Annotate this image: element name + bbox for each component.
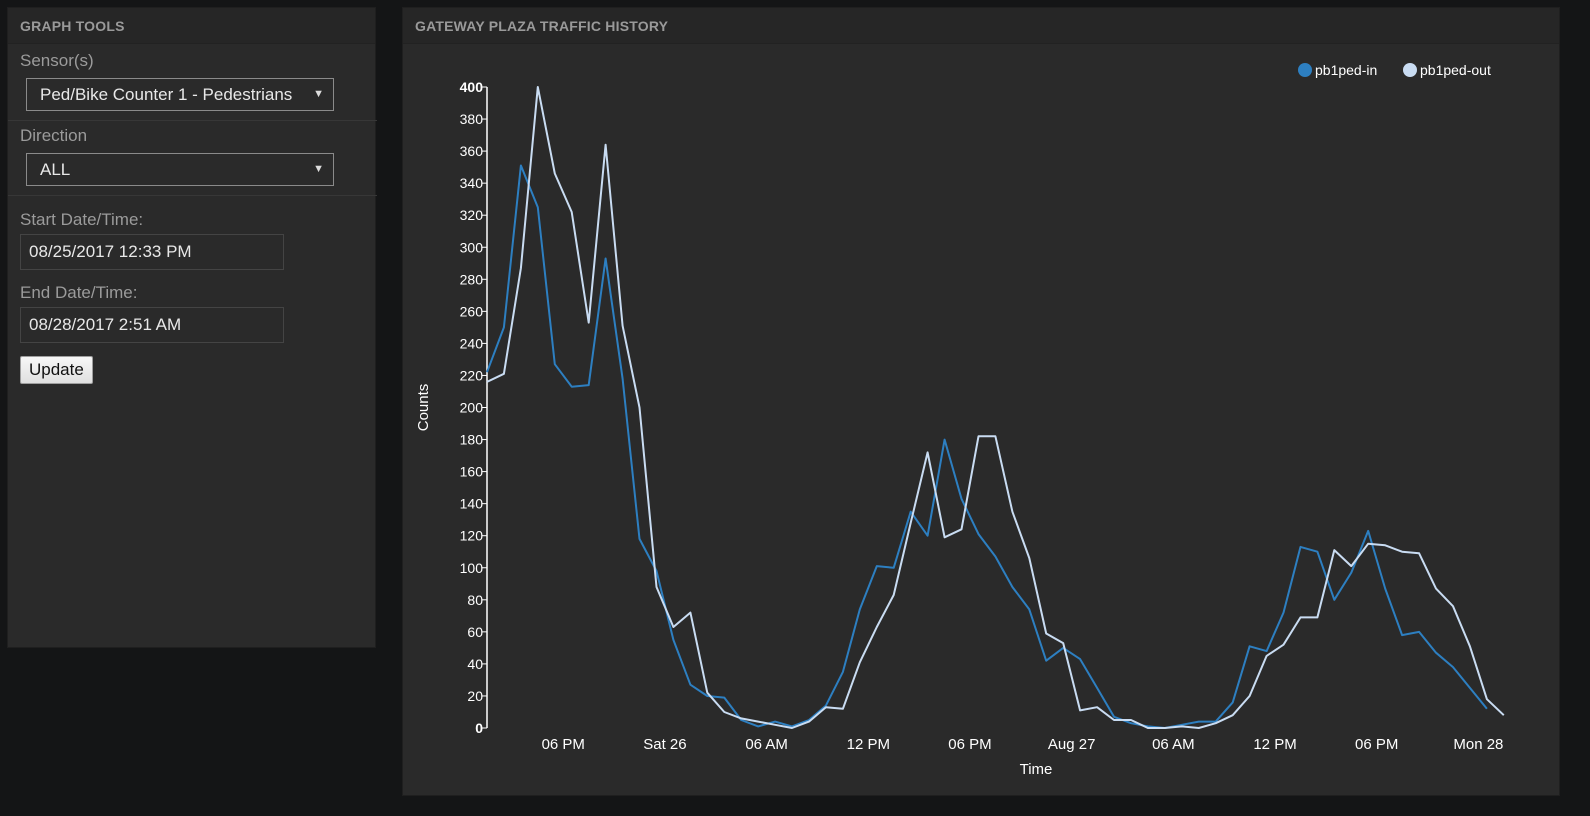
direction-select[interactable]: ALL ▼ bbox=[26, 153, 334, 186]
x-tick-label: 06 AM bbox=[1152, 736, 1195, 753]
x-tick-label: 12 PM bbox=[1253, 736, 1296, 753]
x-tick-label: 12 PM bbox=[847, 736, 890, 753]
update-button[interactable]: Update bbox=[20, 356, 93, 384]
x-tick-label: 06 PM bbox=[1355, 736, 1398, 753]
x-tick-label: 06 PM bbox=[948, 736, 991, 753]
sensor-select-value: Ped/Bike Counter 1 - Pedestrians bbox=[40, 85, 293, 104]
end-date-input[interactable]: 08/28/2017 2:51 AM bbox=[20, 307, 284, 343]
series-line-pb1ped-out bbox=[486, 86, 1505, 729]
y-tick-label: 260 bbox=[460, 303, 484, 319]
y-tick-label: 100 bbox=[460, 560, 484, 576]
traffic-history-panel: GATEWAY PLAZA TRAFFIC HISTORY 0 20 40 60 80 1… bbox=[402, 7, 1560, 796]
start-date-input[interactable]: 08/25/2017 12:33 PM bbox=[20, 234, 284, 270]
direction-select-value: ALL bbox=[40, 160, 71, 179]
y-tick-label: 300 bbox=[460, 239, 484, 255]
divider bbox=[8, 120, 377, 121]
y-tick-label: 120 bbox=[460, 528, 484, 544]
y-tick-label: 0 bbox=[475, 720, 483, 736]
x-tick-label: 06 PM bbox=[542, 736, 585, 753]
y-tick-label: 320 bbox=[460, 207, 484, 223]
x-axis-title: Time bbox=[1020, 761, 1053, 778]
y-tick-label: 160 bbox=[460, 464, 484, 480]
y-tick-label: 40 bbox=[467, 656, 483, 672]
y-tick-label: 340 bbox=[460, 175, 484, 191]
graph-tools-title: GRAPH TOOLS bbox=[8, 8, 375, 44]
direction-label: Direction bbox=[20, 126, 88, 145]
y-tick-label: 140 bbox=[460, 496, 484, 512]
y-tick-label: 360 bbox=[460, 143, 484, 159]
traffic-chart: 0 20 40 60 80 100 120 140 160 180 200 220 240 260 280 3… bbox=[415, 62, 1505, 778]
x-tick-label: Sat 26 bbox=[643, 736, 686, 753]
y-tick-label: 220 bbox=[460, 367, 484, 383]
y-tick-label: 180 bbox=[460, 432, 484, 448]
sensor-label: Sensor(s) bbox=[20, 51, 94, 70]
graph-title: GATEWAY PLAZA TRAFFIC HISTORY bbox=[403, 8, 1559, 44]
y-tick-label: 60 bbox=[467, 624, 483, 640]
series-line-pb1ped-in bbox=[486, 164, 1488, 729]
y-tick-label: 200 bbox=[460, 400, 484, 416]
y-tick-label: 240 bbox=[460, 335, 484, 351]
legend-marker-pb1ped-out bbox=[1403, 63, 1417, 77]
y-tick-label: 20 bbox=[467, 688, 483, 704]
legend-label-pb1ped-in: pb1ped-in bbox=[1315, 62, 1377, 78]
divider bbox=[8, 195, 377, 196]
y-tick-label: 80 bbox=[467, 592, 483, 608]
chevron-down-icon: ▼ bbox=[313, 163, 324, 175]
x-tick-label: Aug 27 bbox=[1048, 736, 1096, 753]
y-tick-label: 400 bbox=[460, 79, 484, 95]
y-tick-label: 380 bbox=[460, 111, 484, 127]
legend-marker-pb1ped-in bbox=[1298, 63, 1312, 77]
y-tick-label: 280 bbox=[460, 271, 484, 287]
x-tick-label: Mon 28 bbox=[1453, 736, 1503, 753]
graph-tools-panel: GRAPH TOOLS Sensor(s) Ped/Bike Counter 1… bbox=[7, 7, 377, 648]
legend-label-pb1ped-out: pb1ped-out bbox=[1420, 62, 1491, 78]
end-date-label: End Date/Time: bbox=[20, 283, 138, 302]
x-tick-label: 06 AM bbox=[745, 736, 788, 753]
sensor-select[interactable]: Ped/Bike Counter 1 - Pedestrians ▼ bbox=[26, 78, 334, 111]
y-axis-title: Counts bbox=[415, 384, 432, 432]
start-date-label: Start Date/Time: bbox=[20, 210, 144, 229]
chevron-down-icon: ▼ bbox=[313, 88, 324, 100]
